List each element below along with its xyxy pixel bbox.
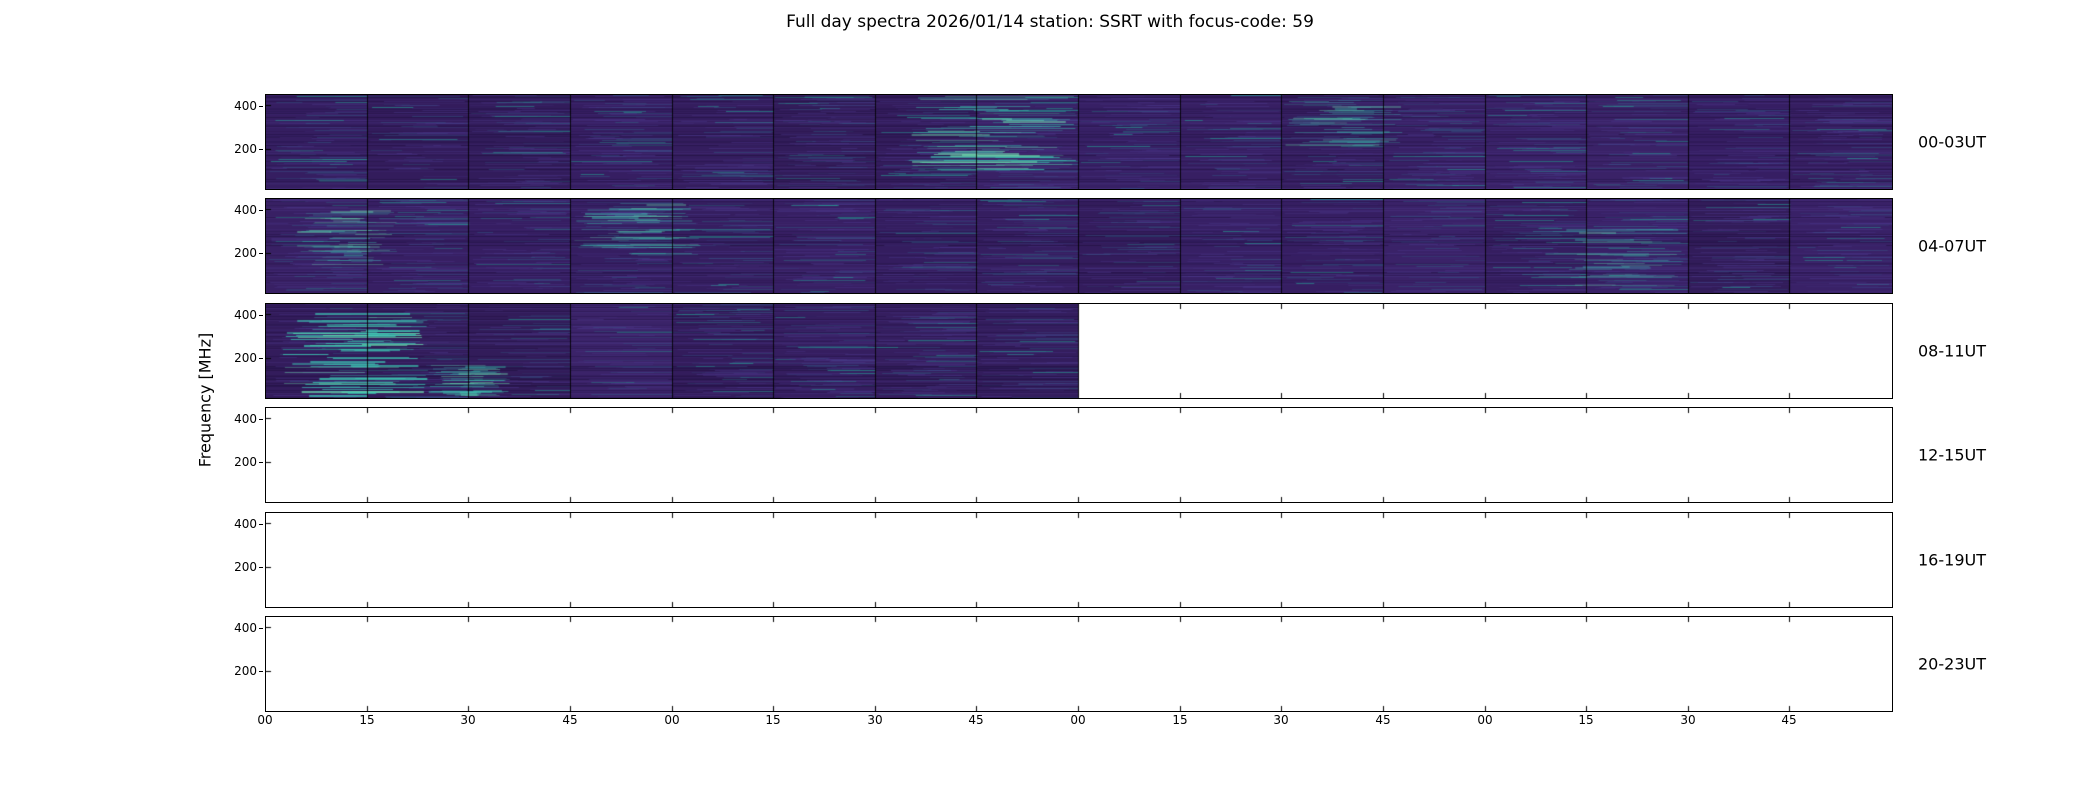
chart-title: Full day spectra 2026/01/14 station: SSR… — [786, 12, 1314, 32]
spectrogram-canvas — [266, 304, 1892, 398]
y-tick-label-400: 400 — [234, 412, 263, 426]
y-tick-label-200: 200 — [234, 351, 263, 365]
x-tick-label: 30 — [867, 713, 883, 727]
y-tick-label-400: 400 — [234, 308, 263, 322]
row-time-label: 20-23UT — [1918, 654, 1986, 674]
x-tick-label: 45 — [1375, 713, 1391, 727]
spectra-row-12-15: 400 200 12-15UT — [234, 407, 1986, 503]
x-tick-label: 45 — [968, 713, 984, 727]
x-tick-label: 00 — [1477, 713, 1493, 727]
row-time-label: 08-11UT — [1918, 341, 1986, 361]
x-tick-label: 15 — [1578, 713, 1594, 727]
y-tick-label-200: 200 — [234, 455, 263, 469]
y-tick-label-400: 400 — [234, 517, 263, 531]
x-tick-label: 30 — [1273, 713, 1289, 727]
row-time-label: 00-03UT — [1918, 132, 1986, 152]
x-tick-label: 30 — [1680, 713, 1696, 727]
y-tick-label-400: 400 — [234, 621, 263, 635]
x-tick-label: 00 — [257, 713, 273, 727]
spectrogram-canvas — [266, 199, 1892, 293]
spectra-row-20-23: 400 200 20-23UT — [234, 616, 1986, 712]
row-time-label: 04-07UT — [1918, 236, 1986, 256]
spectrogram-canvas — [266, 408, 1892, 502]
x-tick-label: 00 — [664, 713, 680, 727]
y-tick-label-200: 200 — [234, 664, 263, 678]
y-tick-label-400: 400 — [234, 203, 263, 217]
x-tick-label: 15 — [1172, 713, 1188, 727]
y-tick-label-200: 200 — [234, 142, 263, 156]
y-tick-label-200: 200 — [234, 560, 263, 574]
spectrogram-canvas — [266, 513, 1892, 607]
y-tick-label-400: 400 — [234, 99, 263, 113]
x-tick-label: 45 — [1781, 713, 1797, 727]
spectra-row-04-07: 400 200 04-07UT — [234, 198, 1986, 294]
row-time-label: 16-19UT — [1918, 550, 1986, 570]
x-tick-label: 00 — [1070, 713, 1086, 727]
y-tick-label-200: 200 — [234, 246, 263, 260]
spectra-row-08-11: 400 200 08-11UT — [234, 303, 1986, 399]
x-tick-label: 45 — [562, 713, 578, 727]
x-tick-label: 15 — [765, 713, 781, 727]
spectrogram-canvas — [266, 617, 1892, 711]
spectra-row-00-03: 400 200 00-03UT — [234, 94, 1986, 190]
spectrogram-canvas — [266, 95, 1892, 189]
row-time-label: 12-15UT — [1918, 445, 1986, 465]
x-tick-label: 30 — [460, 713, 476, 727]
y-axis-title: Frequency [MHz] — [195, 332, 215, 468]
spectra-row-16-19: 400 200 16-19UT — [234, 512, 1986, 608]
x-tick-label: 15 — [359, 713, 375, 727]
